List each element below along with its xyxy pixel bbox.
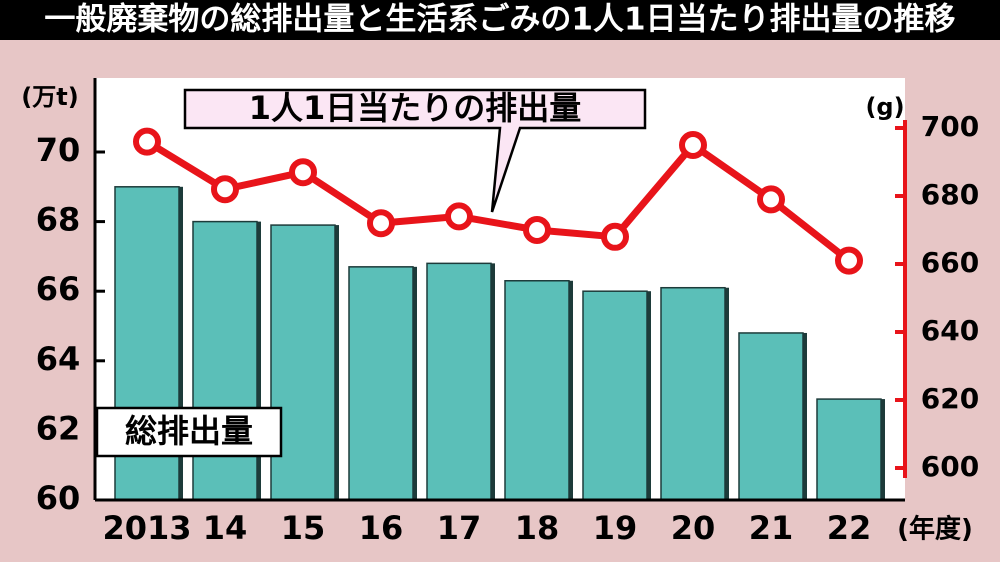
y2-unit: (g) bbox=[865, 93, 904, 121]
line-marker bbox=[133, 127, 161, 156]
bar bbox=[348, 266, 414, 501]
y2-tick-label: 700 bbox=[921, 110, 979, 143]
x-tick-label: 21 bbox=[749, 509, 794, 547]
x-tick-label: 17 bbox=[437, 509, 482, 547]
x-tick-label: 20 bbox=[671, 509, 716, 547]
bar bbox=[582, 290, 648, 501]
x-tick-label: 19 bbox=[593, 509, 638, 547]
y2-tick-label: 600 bbox=[921, 450, 979, 483]
x-tick-label: 18 bbox=[515, 509, 560, 547]
y-tick-label: 62 bbox=[36, 409, 81, 447]
bar bbox=[504, 280, 570, 501]
x-tick-label: 15 bbox=[281, 509, 326, 547]
line-marker bbox=[835, 246, 863, 275]
y-tick-label: 66 bbox=[36, 270, 81, 308]
bar bbox=[660, 286, 726, 501]
line-marker bbox=[289, 158, 317, 187]
x-tick-label: 22 bbox=[827, 509, 872, 547]
y2-tick-label: 680 bbox=[921, 178, 979, 211]
bar bbox=[738, 332, 804, 501]
line-marker bbox=[367, 209, 395, 238]
y-tick-label: 64 bbox=[36, 340, 81, 378]
y2-tick-label: 660 bbox=[921, 246, 979, 279]
x-tick-label: 16 bbox=[359, 509, 404, 547]
line-marker bbox=[601, 222, 629, 251]
line-marker bbox=[211, 175, 239, 204]
title-bar bbox=[0, 0, 1000, 40]
bar bbox=[816, 398, 882, 501]
bar bbox=[426, 262, 492, 501]
line-marker bbox=[679, 131, 707, 159]
y-tick-label: 60 bbox=[36, 479, 81, 517]
x-tick-label: 2013 bbox=[102, 509, 191, 547]
bar-label-box bbox=[95, 406, 283, 458]
y-unit: (万t) bbox=[21, 83, 78, 111]
y2-tick-label: 620 bbox=[921, 382, 979, 415]
y2-tick-label: 640 bbox=[921, 314, 979, 347]
line-marker bbox=[445, 202, 473, 231]
line-callout bbox=[183, 88, 647, 213]
line-marker bbox=[523, 216, 551, 244]
line-marker bbox=[757, 185, 785, 214]
x-tick-label: 14 bbox=[203, 509, 248, 547]
chart-title: 一般廃棄物の総排出量と生活系ごみの1人1日当たり排出量の推移 bbox=[44, 2, 955, 38]
legend-label: 1人1日当たりの排出量 bbox=[249, 89, 582, 127]
bar bbox=[192, 220, 258, 501]
legend-label: 総排出量 bbox=[125, 412, 253, 450]
line bbox=[145, 138, 852, 264]
x-unit: (年度) bbox=[897, 514, 973, 545]
y-tick-label: 68 bbox=[36, 201, 81, 239]
y-tick-label: 70 bbox=[36, 131, 81, 169]
bar bbox=[270, 224, 336, 501]
